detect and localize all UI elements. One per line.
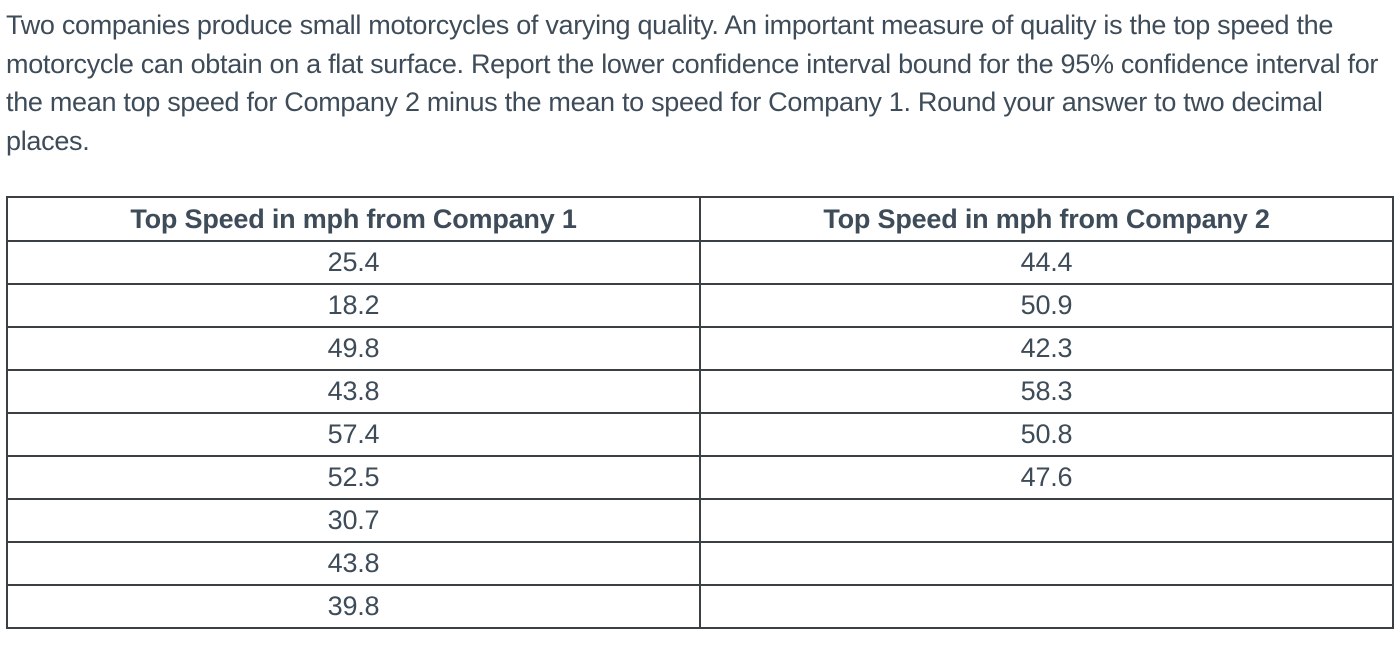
table-head: Top Speed in mph from Company 1 Top Spee… xyxy=(6,196,1394,242)
table-row: 30.7 xyxy=(6,498,1394,543)
table-cell: 50.8 xyxy=(699,412,1394,457)
table-cell xyxy=(699,498,1394,543)
table-row: 18.2 50.9 xyxy=(6,283,1394,328)
table-cell: 57.4 xyxy=(6,412,701,457)
table-body: 25.4 44.4 18.2 50.9 49.8 42.3 43.8 58.3 57.4 50.8… xyxy=(6,240,1394,629)
table-cell: 25.4 xyxy=(6,240,701,285)
table-cell: 58.3 xyxy=(699,369,1394,414)
question-text: Two companies produce small motorcycles … xyxy=(6,10,1379,156)
table-cell xyxy=(699,541,1394,586)
table-cell: 50.9 xyxy=(699,283,1394,328)
column-header-company-1: Top Speed in mph from Company 1 xyxy=(6,196,701,242)
table-header-row: Top Speed in mph from Company 1 Top Spee… xyxy=(6,196,1394,242)
table-row: 57.4 50.8 xyxy=(6,412,1394,457)
table-row: 49.8 42.3 xyxy=(6,326,1394,371)
table-cell: 30.7 xyxy=(6,498,701,543)
table-row: 43.8 xyxy=(6,541,1394,586)
table-cell: 43.8 xyxy=(6,541,701,586)
table-cell: 47.6 xyxy=(699,455,1394,500)
table-row: 52.5 47.6 xyxy=(6,455,1394,500)
table-row: 25.4 44.4 xyxy=(6,240,1394,285)
table-cell: 39.8 xyxy=(6,584,701,629)
top-speed-table: Top Speed in mph from Company 1 Top Spee… xyxy=(6,196,1394,629)
table-cell: 18.2 xyxy=(6,283,701,328)
table-cell xyxy=(699,584,1394,629)
table-cell: 52.5 xyxy=(6,455,701,500)
table-cell: 49.8 xyxy=(6,326,701,371)
table-cell: 43.8 xyxy=(6,369,701,414)
table-cell: 42.3 xyxy=(699,326,1394,371)
table-cell: 44.4 xyxy=(699,240,1394,285)
table-row: 39.8 xyxy=(6,584,1394,629)
column-header-company-2: Top Speed in mph from Company 2 xyxy=(699,196,1394,242)
table-row: 43.8 58.3 xyxy=(6,369,1394,414)
